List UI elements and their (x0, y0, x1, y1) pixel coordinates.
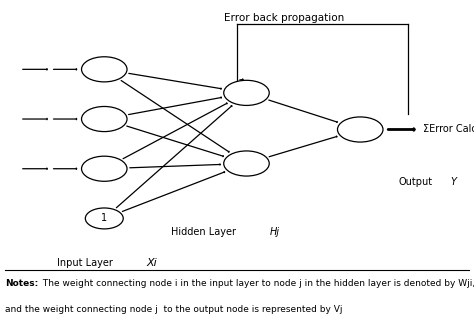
Text: and the weight connecting node j  to the output node is represented by Vj: and the weight connecting node j to the … (5, 305, 342, 315)
Circle shape (224, 80, 269, 105)
Text: Y: Y (450, 177, 456, 187)
Text: ΣError Calculation: ΣError Calculation (423, 125, 474, 134)
Circle shape (82, 156, 127, 181)
Text: Error back propagation: Error back propagation (224, 13, 345, 23)
Text: Output: Output (398, 177, 432, 187)
Text: Hidden Layer: Hidden Layer (171, 227, 236, 236)
Circle shape (85, 208, 123, 229)
Circle shape (82, 107, 127, 131)
Text: The weight connecting node i in the input layer to node j in the hidden layer is: The weight connecting node i in the inpu… (40, 279, 474, 288)
Text: Hj: Hj (270, 227, 280, 236)
Text: Input Layer: Input Layer (57, 258, 113, 268)
Circle shape (337, 117, 383, 142)
Circle shape (224, 151, 269, 176)
Text: Notes:: Notes: (5, 279, 38, 288)
Text: 1: 1 (101, 214, 107, 223)
Text: Xi: Xi (147, 258, 158, 268)
Circle shape (82, 57, 127, 82)
